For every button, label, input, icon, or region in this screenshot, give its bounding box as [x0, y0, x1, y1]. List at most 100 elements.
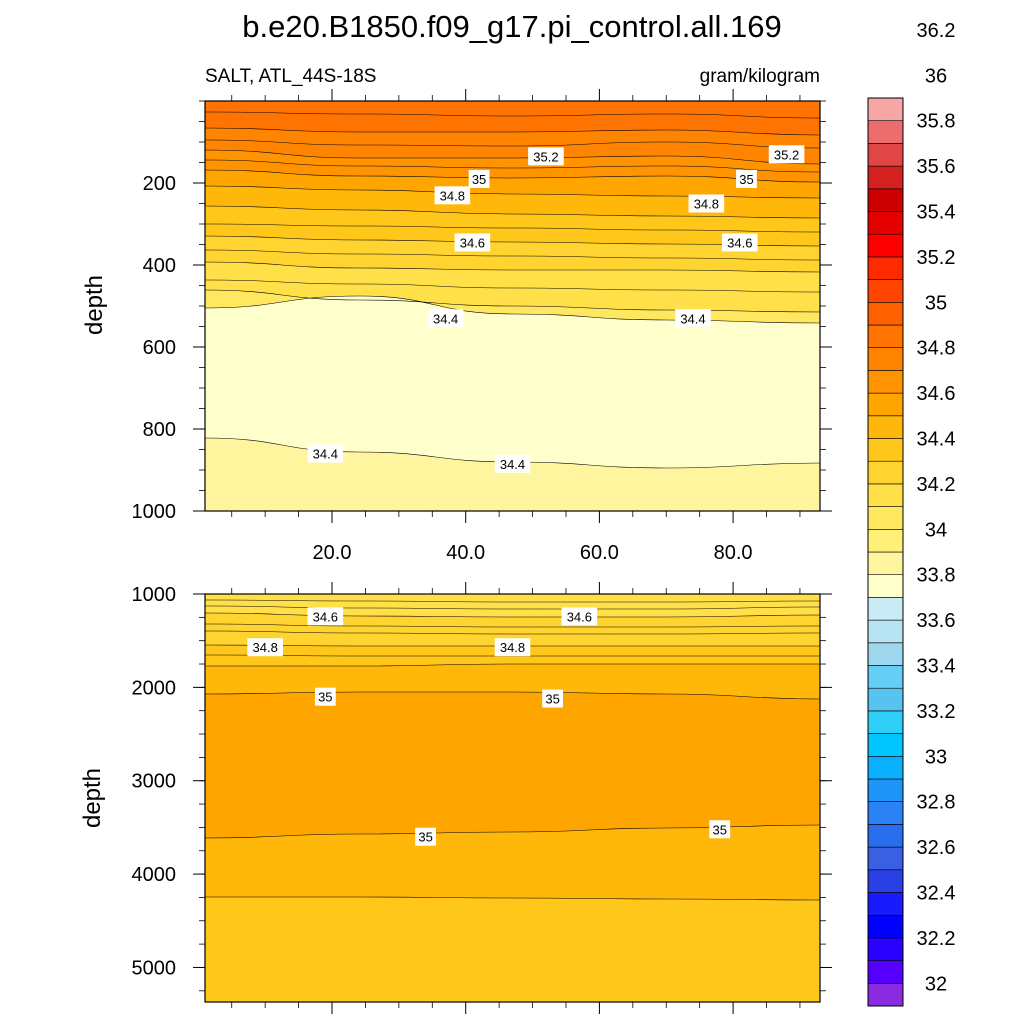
- lower-contour-minor-3: [204, 630, 821, 635]
- colorbar-label: 32.6: [917, 837, 956, 859]
- colorbar-swatch: [867, 188, 904, 212]
- colorbar-swatch: [867, 324, 904, 349]
- upper-contour-minor-0: [204, 111, 821, 119]
- colorbar-label: 32.4: [917, 883, 956, 905]
- upper-y-tick-label: 1000: [132, 501, 177, 523]
- colorbar-swatch: [867, 914, 904, 939]
- contour-label: 35: [545, 692, 559, 707]
- colorbar-label: 32.2: [917, 928, 956, 950]
- contour-label: 35: [418, 830, 432, 845]
- contour-label: 35: [739, 172, 753, 187]
- lower-y-tick-label: 1000: [132, 584, 177, 606]
- contour-label-box: [427, 309, 464, 328]
- colorbar-swatch: [867, 801, 904, 825]
- lower-y-tick-label: 4000: [132, 864, 177, 886]
- colorbar-label: 34.6: [917, 383, 956, 405]
- colorbar-swatch: [867, 415, 904, 439]
- colorbar-swatch: [867, 438, 904, 462]
- x-tick-label: 80.0: [714, 542, 753, 564]
- colorbar-swatch: [867, 143, 904, 167]
- colorbar-swatch: [867, 846, 904, 871]
- colorbar-swatch: [867, 165, 904, 190]
- contour-label-box: [247, 638, 283, 657]
- colorbar-label: 32: [925, 973, 947, 995]
- colorbar-swatch: [867, 892, 904, 916]
- contour-label: 34.6: [313, 609, 338, 624]
- contour-label: 35: [472, 172, 486, 187]
- contour-label: 34.6: [567, 609, 592, 624]
- contour-label-box: [454, 233, 491, 252]
- contour-label: 35: [318, 690, 332, 705]
- colorbar-label: 33.6: [917, 610, 956, 632]
- variable-subtitle: SALT, ATL_44S-18S: [205, 66, 376, 87]
- lower-contour-line-0: [204, 612, 821, 618]
- colorbar-label: 35.8: [917, 111, 956, 133]
- contour-label-box: [307, 444, 344, 463]
- colorbar-swatch: [867, 97, 904, 122]
- upper-contour-minor-4: [204, 249, 821, 261]
- upper-y-tick-label: 400: [143, 255, 176, 277]
- upper-contour-line-2: [204, 169, 821, 183]
- colorbar-swatch: [867, 506, 904, 530]
- contour-label: 34.8: [253, 640, 278, 655]
- contour-label: 34.4: [500, 457, 525, 472]
- colorbar-swatch: [867, 551, 904, 576]
- contour-label-box: [528, 147, 564, 166]
- colorbar-swatch: [867, 960, 904, 984]
- lower-contour-minor-1: [204, 605, 821, 610]
- colorbar-label: 34.4: [917, 429, 956, 451]
- colorbar-swatch: [867, 619, 904, 644]
- colorbar-swatch: [867, 642, 904, 666]
- colorbar-swatch: [867, 256, 904, 280]
- colorbar-label: 34: [925, 519, 947, 541]
- x-tick-label: 60.0: [580, 542, 619, 564]
- lower-contour-line-5: [205, 896, 821, 901]
- contour-label-box: [542, 689, 564, 708]
- upper-contour-line-4: [204, 205, 821, 219]
- colorbar-label: 36.2: [917, 20, 956, 42]
- upper-band-10: [205, 438, 820, 511]
- contour-label-box: [468, 169, 490, 188]
- colorbar-swatch: [867, 460, 904, 485]
- colorbar-swatch: [867, 710, 904, 734]
- upper-contour-line-0: [204, 127, 821, 136]
- colorbar-frame: [867, 97, 904, 1007]
- contour-label: 35.2: [533, 149, 558, 164]
- lower-y-tick-label: 5000: [132, 957, 177, 979]
- colorbar-swatch: [867, 982, 904, 1007]
- units-subtitle: gram/kilogram: [700, 66, 820, 87]
- contour-label-box: [768, 145, 805, 164]
- upper-contour-line-8: [204, 295, 821, 324]
- x-tick-label: 20.0: [313, 542, 352, 564]
- colorbar-swatch: [867, 755, 904, 780]
- colorbar-label: 33.8: [917, 565, 956, 587]
- upper-contour-line-6: [204, 261, 821, 273]
- contour-label: 34.6: [727, 235, 752, 250]
- colorbar-swatch: [867, 869, 904, 893]
- colorbar-swatch: [867, 211, 904, 235]
- upper-y-tick-label: 600: [143, 337, 176, 359]
- colorbar-swatch: [867, 778, 904, 803]
- contour-label-box: [314, 687, 336, 706]
- contour-label: 35.2: [774, 147, 799, 162]
- upper-contour-line-5: [204, 235, 821, 247]
- colorbar-swatch: [867, 392, 904, 417]
- upper-contour-minor-1: [204, 139, 821, 149]
- colorbar: 32 32.2 32.4 32.6 32.8 33 33.2 33.4 33.6 33.8 34 34…: [867, 20, 956, 1007]
- colorbar-swatch: [867, 574, 904, 598]
- x-tick-label: 40.0: [446, 542, 485, 564]
- contour-label: 34.8: [500, 640, 525, 655]
- upper-contour-minor-5: [204, 279, 821, 293]
- colorbar-label: 34.8: [917, 338, 956, 360]
- colorbar-label: 33.4: [917, 656, 956, 678]
- colorbar-swatch: [867, 279, 904, 303]
- lower-y-tick-label: 2000: [132, 677, 177, 699]
- colorbar-label: 33: [925, 746, 947, 768]
- contour-label: 34.6: [460, 235, 485, 250]
- colorbar-swatch: [867, 733, 904, 757]
- lower-band-6: [205, 897, 820, 1002]
- colorbar-label: 34.2: [917, 474, 956, 496]
- contour-label: 34.4: [680, 311, 705, 326]
- colorbar-label: 35: [925, 292, 947, 314]
